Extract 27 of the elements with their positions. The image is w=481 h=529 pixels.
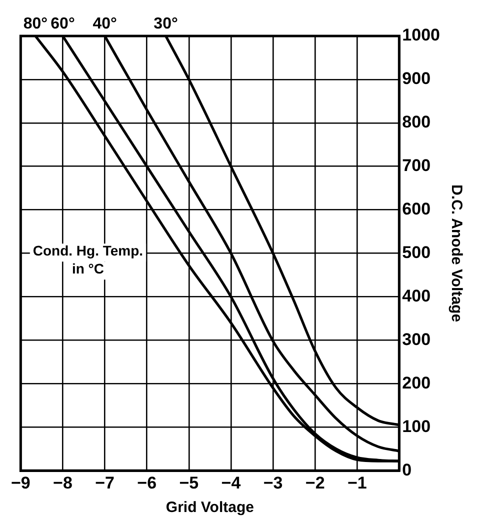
series-label: 60°	[50, 15, 75, 32]
y-tick-label: 700	[402, 156, 431, 176]
x-axis-title: Grid Voltage	[166, 499, 254, 516]
y-tick-label: 100	[402, 416, 431, 436]
y-tick-label: 500	[402, 242, 431, 262]
y-tick-label: 1000	[402, 26, 440, 45]
x-tick-label: −8	[53, 473, 72, 492]
series-label: 80°	[23, 15, 48, 32]
y-tick-label: 300	[402, 330, 431, 349]
x-tick-label: −1	[347, 473, 367, 492]
y-tick-label: 900	[402, 69, 431, 88]
x-tick-label: −5	[179, 473, 199, 492]
y-axis-title: D.C. Anode Voltage	[448, 184, 465, 322]
y-tick-label: 400	[402, 286, 431, 306]
x-tick-label: −3	[263, 473, 283, 492]
y-tick-label: 600	[402, 200, 431, 219]
x-tick-label: −4	[221, 473, 242, 492]
series-label: 30°	[154, 15, 178, 32]
x-tick-label: −2	[305, 473, 325, 492]
x-tick-label: −7	[95, 473, 114, 492]
series-label: 40°	[92, 15, 117, 32]
x-tick-label: −6	[137, 473, 157, 492]
x-tick-label: −9	[10, 473, 30, 492]
legend-title: Cond. Hg. Temp. in °C	[32, 242, 144, 276]
y-tick-label: 800	[402, 112, 431, 132]
y-tick-label: 200	[402, 373, 431, 392]
y-tick-label: 0	[402, 460, 412, 480]
